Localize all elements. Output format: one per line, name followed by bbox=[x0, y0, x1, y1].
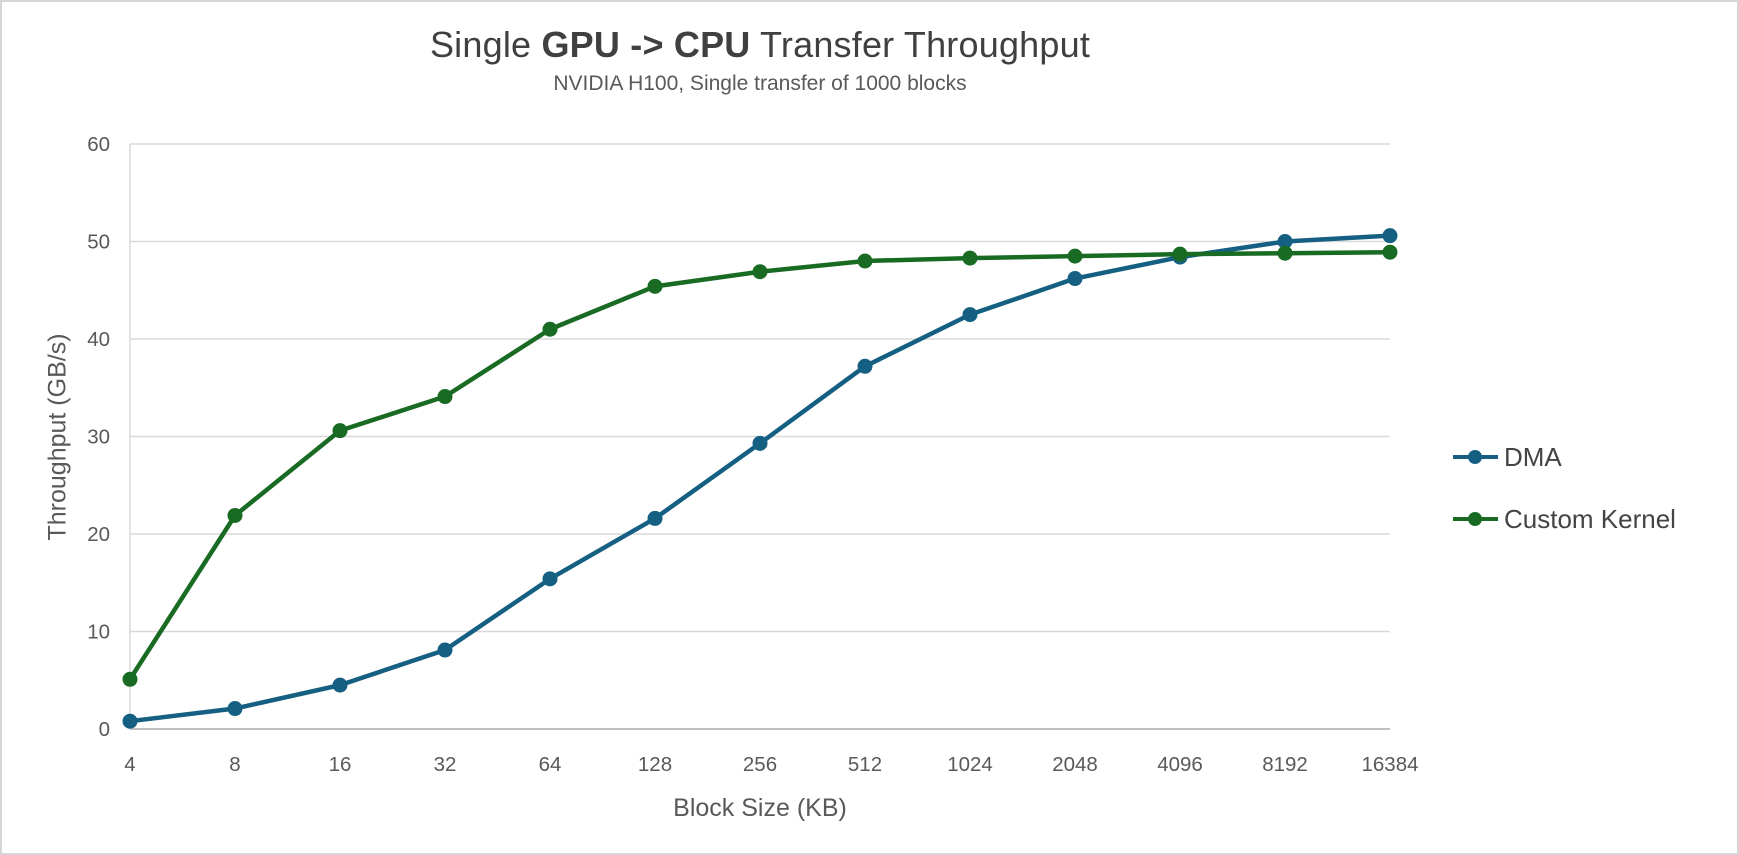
custom-kernel-marker bbox=[437, 389, 453, 405]
x-tick-label: 32 bbox=[434, 753, 457, 776]
dma-marker bbox=[1277, 234, 1293, 249]
legend: DMA Custom Kernel bbox=[1452, 439, 1676, 563]
x-tick-label: 1024 bbox=[947, 753, 993, 776]
chart-title-suffix: Transfer Throughput bbox=[750, 24, 1091, 65]
y-tick-label: 30 bbox=[87, 426, 110, 449]
x-tick-label: 4096 bbox=[1157, 753, 1203, 776]
x-tick-label: 16384 bbox=[1361, 753, 1418, 776]
custom-kernel-marker bbox=[962, 250, 978, 266]
custom-kernel-marker bbox=[332, 423, 348, 439]
y-tick-label: 50 bbox=[87, 231, 110, 254]
y-tick-label: 40 bbox=[87, 328, 110, 351]
custom-kernel-marker bbox=[752, 264, 768, 280]
custom-kernel-marker bbox=[542, 321, 558, 337]
y-tick-label: 0 bbox=[99, 718, 110, 741]
custom-kernel-marker bbox=[1277, 245, 1293, 261]
dma-line bbox=[127, 233, 1393, 724]
dma-marker bbox=[962, 307, 978, 323]
dma-marker bbox=[332, 677, 348, 693]
y-tick-label: 20 bbox=[87, 523, 110, 546]
custom-kernel-marker bbox=[857, 253, 873, 269]
dma-marker bbox=[752, 435, 768, 451]
dma-marker bbox=[647, 510, 663, 526]
custom-kernel-marker bbox=[1172, 246, 1188, 262]
custom-kernel-marker bbox=[647, 278, 663, 294]
x-tick-label: 8192 bbox=[1262, 753, 1308, 776]
x-tick-label: 64 bbox=[539, 753, 562, 776]
legend-item-dma: DMA bbox=[1452, 439, 1676, 475]
x-tick-label: 16 bbox=[329, 753, 352, 776]
custom-kernel-line bbox=[127, 249, 1393, 682]
chart-subtitle: NVIDIA H100, Single transfer of 1000 blo… bbox=[553, 72, 967, 95]
x-axis-title: Block Size (KB) bbox=[673, 794, 847, 822]
dma-legend-dot bbox=[1468, 450, 1482, 464]
x-tick-label: 2048 bbox=[1052, 753, 1098, 776]
x-tick-label: 8 bbox=[229, 753, 240, 776]
chart-title-bold: GPU -> CPU bbox=[541, 24, 751, 65]
x-tick-label: 512 bbox=[848, 753, 882, 776]
dma-marker bbox=[122, 713, 138, 729]
x-tick-label: 4 bbox=[124, 753, 135, 776]
dma-marker bbox=[1067, 271, 1083, 287]
legend-label-dma: DMA bbox=[1504, 441, 1562, 472]
custom-kernel-legend-marker-icon bbox=[1453, 512, 1498, 526]
dma-legend-marker-icon bbox=[1453, 450, 1498, 464]
legend-label-custom-kernel: Custom Kernel bbox=[1504, 503, 1676, 534]
custom-kernel-marker bbox=[122, 671, 138, 687]
custom-kernel-legend-dot bbox=[1468, 512, 1482, 526]
chart-title-prefix: Single bbox=[429, 24, 542, 65]
dma-marker bbox=[437, 642, 453, 658]
dma-marker bbox=[227, 701, 243, 717]
custom-kernel-marker bbox=[227, 507, 243, 523]
x-tick-label: 256 bbox=[743, 753, 777, 776]
y-tick-label: 10 bbox=[87, 621, 110, 644]
y-tick-label: 60 bbox=[87, 133, 110, 156]
dma-marker bbox=[1382, 228, 1398, 244]
custom-kernel-marker bbox=[1382, 244, 1398, 260]
chart-title: Single GPU -> CPU Transfer Throughput bbox=[130, 24, 1390, 66]
custom-kernel-marker bbox=[1067, 248, 1083, 264]
legend-item-custom-kernel: Custom Kernel bbox=[1452, 501, 1676, 537]
dma-marker bbox=[857, 358, 873, 374]
x-tick-label: 128 bbox=[638, 753, 672, 776]
dma-marker bbox=[542, 571, 558, 587]
